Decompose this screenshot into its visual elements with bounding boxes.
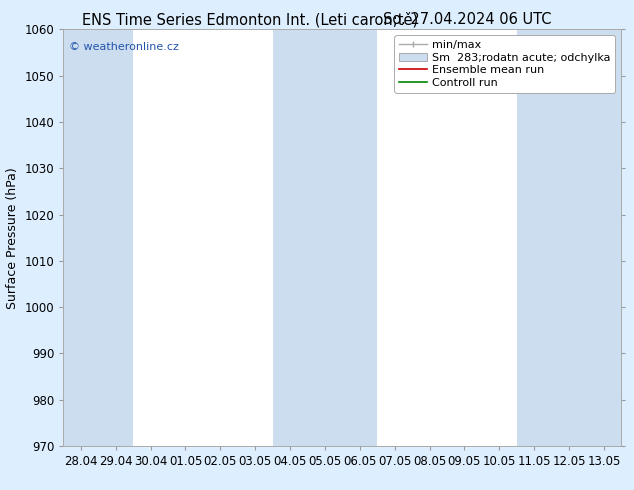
Bar bbox=[273, 29, 307, 446]
Text: ENS Time Series Edmonton Int. (Leti caron;tě): ENS Time Series Edmonton Int. (Leti caro… bbox=[82, 12, 418, 28]
Bar bbox=[586, 29, 621, 446]
Bar bbox=[98, 29, 133, 446]
Bar bbox=[552, 29, 586, 446]
Bar bbox=[517, 29, 552, 446]
Text: So. 27.04.2024 06 UTC: So. 27.04.2024 06 UTC bbox=[383, 12, 552, 27]
Bar bbox=[342, 29, 377, 446]
Bar bbox=[63, 29, 98, 446]
Text: © weatheronline.cz: © weatheronline.cz bbox=[69, 42, 179, 52]
Bar bbox=[307, 29, 342, 446]
Y-axis label: Surface Pressure (hPa): Surface Pressure (hPa) bbox=[6, 167, 19, 309]
Legend: min/max, Sm  283;rodatn acute; odchylka, Ensemble mean run, Controll run: min/max, Sm 283;rodatn acute; odchylka, … bbox=[394, 35, 615, 93]
